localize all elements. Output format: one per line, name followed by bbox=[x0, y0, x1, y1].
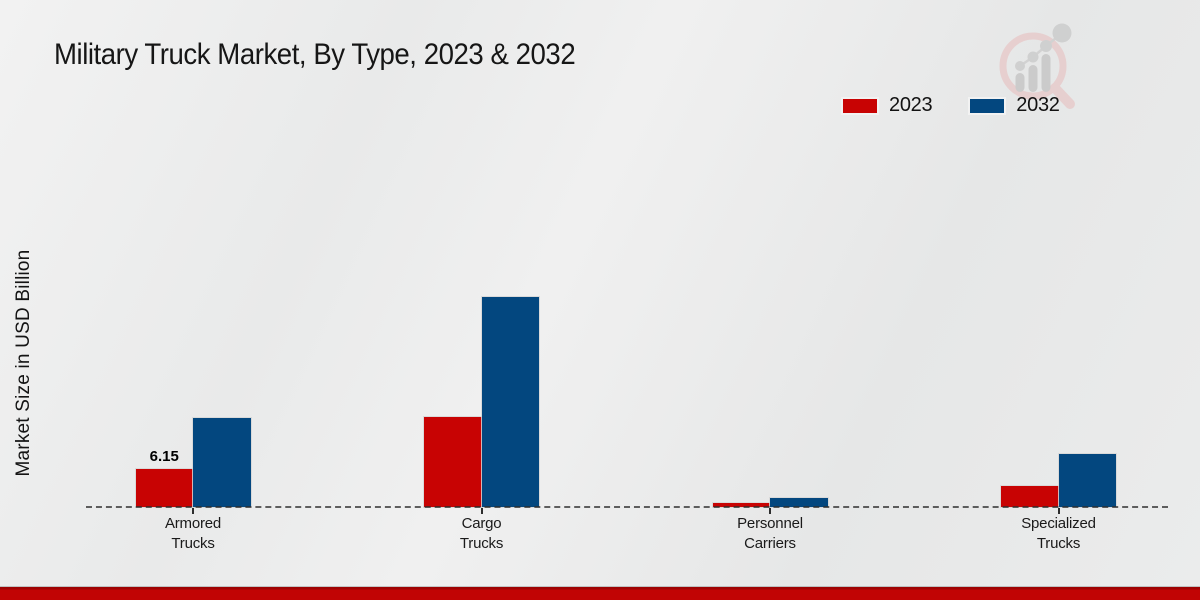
x-axis-tick-specialized-trucks bbox=[1057, 508, 1060, 514]
bar-2023-armored-trucks bbox=[135, 469, 193, 507]
magnifier-ring bbox=[999, 32, 1067, 100]
footer-red-band bbox=[0, 587, 1200, 600]
x-axis-tick-armored-trucks bbox=[192, 508, 194, 514]
x-axis-label-specialized-trucks: Specialized Trucks bbox=[1021, 515, 1096, 552]
x-axis-label-armored-trucks: Armored Trucks bbox=[164, 515, 222, 552]
dot-small bbox=[1015, 61, 1025, 71]
magnifier-bar-chart-logo-icon bbox=[999, 23, 1075, 109]
bar-2032-specialized-trucks bbox=[1058, 454, 1116, 507]
legend: 2023 2032 bbox=[843, 94, 1060, 117]
trend-line bbox=[1019, 33, 1062, 68]
bar-large bbox=[1041, 54, 1051, 92]
bar-2032-personnel-carriers bbox=[770, 498, 828, 507]
bar-2032-armored-trucks bbox=[193, 418, 251, 507]
x-axis-tick-cargo-trucks bbox=[480, 508, 483, 514]
data-label-2023-armored-trucks: 6.15 bbox=[149, 448, 179, 465]
bar-small bbox=[1015, 73, 1025, 92]
bar-2023-cargo-trucks bbox=[424, 417, 482, 507]
legend-label: 2032 bbox=[1016, 94, 1060, 116]
legend-item-2032: 2032 bbox=[970, 94, 1060, 117]
dot-top bbox=[1052, 23, 1072, 43]
magnifier-handle bbox=[1050, 83, 1075, 109]
bar-medium bbox=[1028, 65, 1038, 92]
legend-swatch-2032 bbox=[970, 98, 1005, 113]
legend-label: 2023 bbox=[889, 94, 933, 116]
x-axis-label-personnel-carriers: Personnel Carriers bbox=[737, 515, 803, 552]
legend-swatch-2023 bbox=[843, 98, 877, 113]
dot-medium bbox=[1027, 51, 1039, 63]
x-axis-label-cargo-trucks: Cargo Trucks bbox=[459, 515, 504, 552]
bar-2023-specialized-trucks bbox=[1001, 486, 1059, 507]
x-axis-tick-personnel-carriers bbox=[769, 508, 771, 514]
chart-title: Military Truck Market, By Type, 2023 & 2… bbox=[54, 38, 576, 71]
legend-item-2023: 2023 bbox=[843, 94, 933, 117]
bar-2023-personnel-carriers bbox=[712, 503, 770, 507]
dot-large bbox=[1040, 40, 1052, 52]
bar-2032-cargo-trucks bbox=[481, 297, 539, 507]
x-axis-dashed-baseline bbox=[86, 506, 1168, 508]
